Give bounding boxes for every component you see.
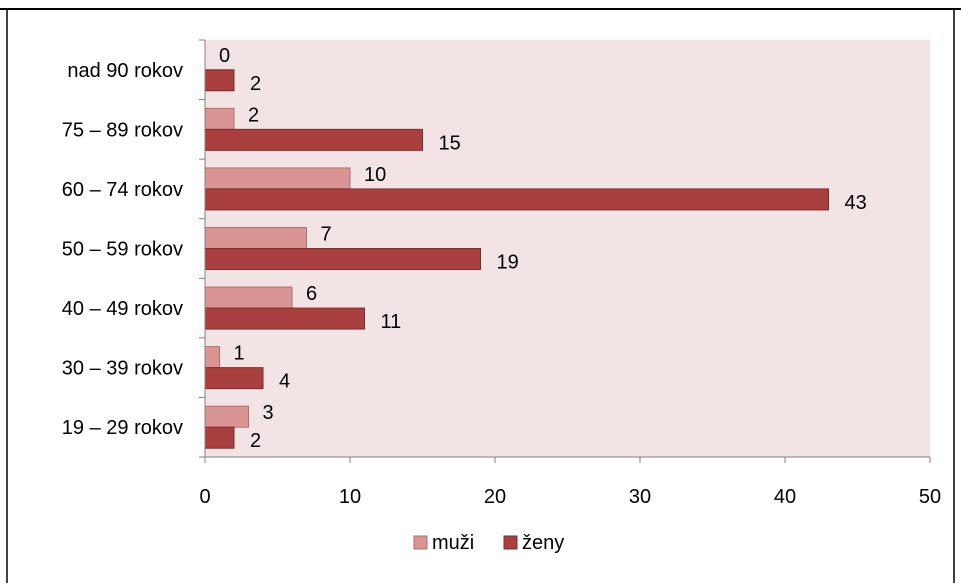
data-label: 43	[845, 192, 867, 214]
category-label: 60 – 74 rokov	[62, 179, 183, 201]
category-label: 30 – 39 rokov	[62, 358, 183, 380]
x-tick-label: 30	[629, 486, 651, 508]
legend-label: muži	[432, 532, 474, 554]
bar-muzi	[204, 227, 307, 249]
data-label: 1	[234, 343, 245, 365]
x-tick-label: 10	[339, 486, 361, 508]
data-label: 10	[364, 164, 386, 186]
bar-zeny	[204, 426, 235, 449]
data-label: 2	[250, 430, 261, 452]
bar-muzi	[204, 346, 220, 369]
data-label: 11	[381, 311, 402, 333]
bar-muzi	[204, 107, 235, 130]
x-tick-label: 50	[919, 486, 941, 508]
bar-muzi	[204, 405, 249, 428]
category-label: nad 90 rokov	[67, 60, 183, 82]
data-label: 7	[321, 224, 332, 246]
data-label: 2	[248, 104, 259, 126]
legend: muži ženy	[413, 532, 564, 554]
bar-zeny	[204, 307, 365, 330]
data-label: 15	[439, 132, 461, 154]
category-label: 19 – 29 rokov	[62, 417, 183, 439]
data-label: 3	[263, 402, 274, 424]
bar-zeny	[204, 188, 829, 211]
bar-zeny	[204, 367, 264, 390]
data-label: 6	[306, 283, 317, 305]
data-label: 19	[497, 252, 519, 274]
data-label: 4	[279, 371, 290, 393]
bar-zeny	[204, 69, 235, 92]
bar-muzi	[204, 286, 293, 309]
bar-zeny	[204, 128, 423, 151]
legend-swatch-zeny	[503, 535, 518, 550]
axes-group: 0 10 20 30 40 50	[199, 39, 941, 508]
legend-swatch-muzi	[413, 535, 428, 550]
x-tick-label: 20	[484, 486, 506, 508]
data-label: 0	[219, 45, 230, 67]
data-label: 2	[250, 73, 261, 95]
legend-label: ženy	[522, 532, 564, 554]
x-tick-label: 0	[199, 486, 210, 508]
category-label: 50 – 59 rokov	[62, 239, 183, 261]
category-label: 75 – 89 rokov	[62, 119, 183, 141]
category-label: 40 – 49 rokov	[62, 298, 183, 320]
bar-zeny	[204, 248, 481, 270]
x-tick-label: 40	[774, 486, 796, 508]
bar-muzi	[204, 167, 351, 190]
